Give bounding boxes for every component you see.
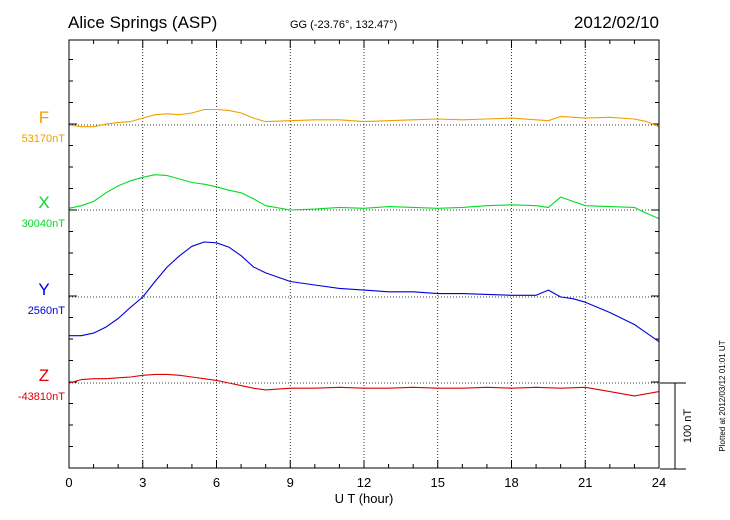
series-baseline-f: 53170nT bbox=[22, 133, 66, 145]
series-line-y bbox=[69, 241, 660, 343]
plot-frame bbox=[68, 39, 660, 469]
x-tick-label: 15 bbox=[431, 475, 445, 490]
axis-ticks bbox=[68, 40, 660, 469]
series-labels: F 53170nT X 30040nT Y 2560nT Z -43810nT bbox=[18, 108, 65, 403]
series-name-z: Z bbox=[39, 366, 49, 385]
plotted-timestamp: Plotted at 2012/03/12 01:01 UT bbox=[718, 340, 727, 451]
series-line-f bbox=[68, 108, 660, 128]
x-tick-label: 12 bbox=[357, 475, 371, 490]
x-tick-label: 3 bbox=[139, 475, 146, 490]
station-coordinates: GG (-23.76°, 132.47°) bbox=[290, 19, 397, 31]
station-title: Alice Springs (ASP) bbox=[68, 13, 217, 32]
plot-date: 2012/02/10 bbox=[574, 13, 659, 32]
series-line-x bbox=[68, 174, 660, 220]
x-tick-label: 21 bbox=[578, 475, 592, 490]
series-line-z bbox=[68, 373, 660, 397]
series-name-x: X bbox=[38, 193, 49, 212]
scale-bar: 100 nT bbox=[660, 382, 694, 470]
x-tick-label: 18 bbox=[504, 475, 518, 490]
series-name-f: F bbox=[39, 108, 49, 127]
series-baseline-z: -43810nT bbox=[18, 391, 65, 403]
scale-bar-label: 100 nT bbox=[682, 409, 694, 444]
grid-lines bbox=[69, 40, 659, 468]
x-tick-label: 24 bbox=[652, 475, 666, 490]
series-baseline-y: 2560nT bbox=[28, 305, 66, 317]
x-axis-label: U T (hour) bbox=[335, 491, 394, 506]
x-tick-labels: 0 3 6 9 12 15 18 21 24 bbox=[65, 475, 666, 490]
x-tick-label: 0 bbox=[65, 475, 72, 490]
x-tick-label: 9 bbox=[287, 475, 294, 490]
series-name-y: Y bbox=[38, 280, 49, 299]
series-baseline-x: 30040nT bbox=[22, 218, 66, 230]
series-group bbox=[68, 108, 660, 397]
x-tick-label: 6 bbox=[213, 475, 220, 490]
